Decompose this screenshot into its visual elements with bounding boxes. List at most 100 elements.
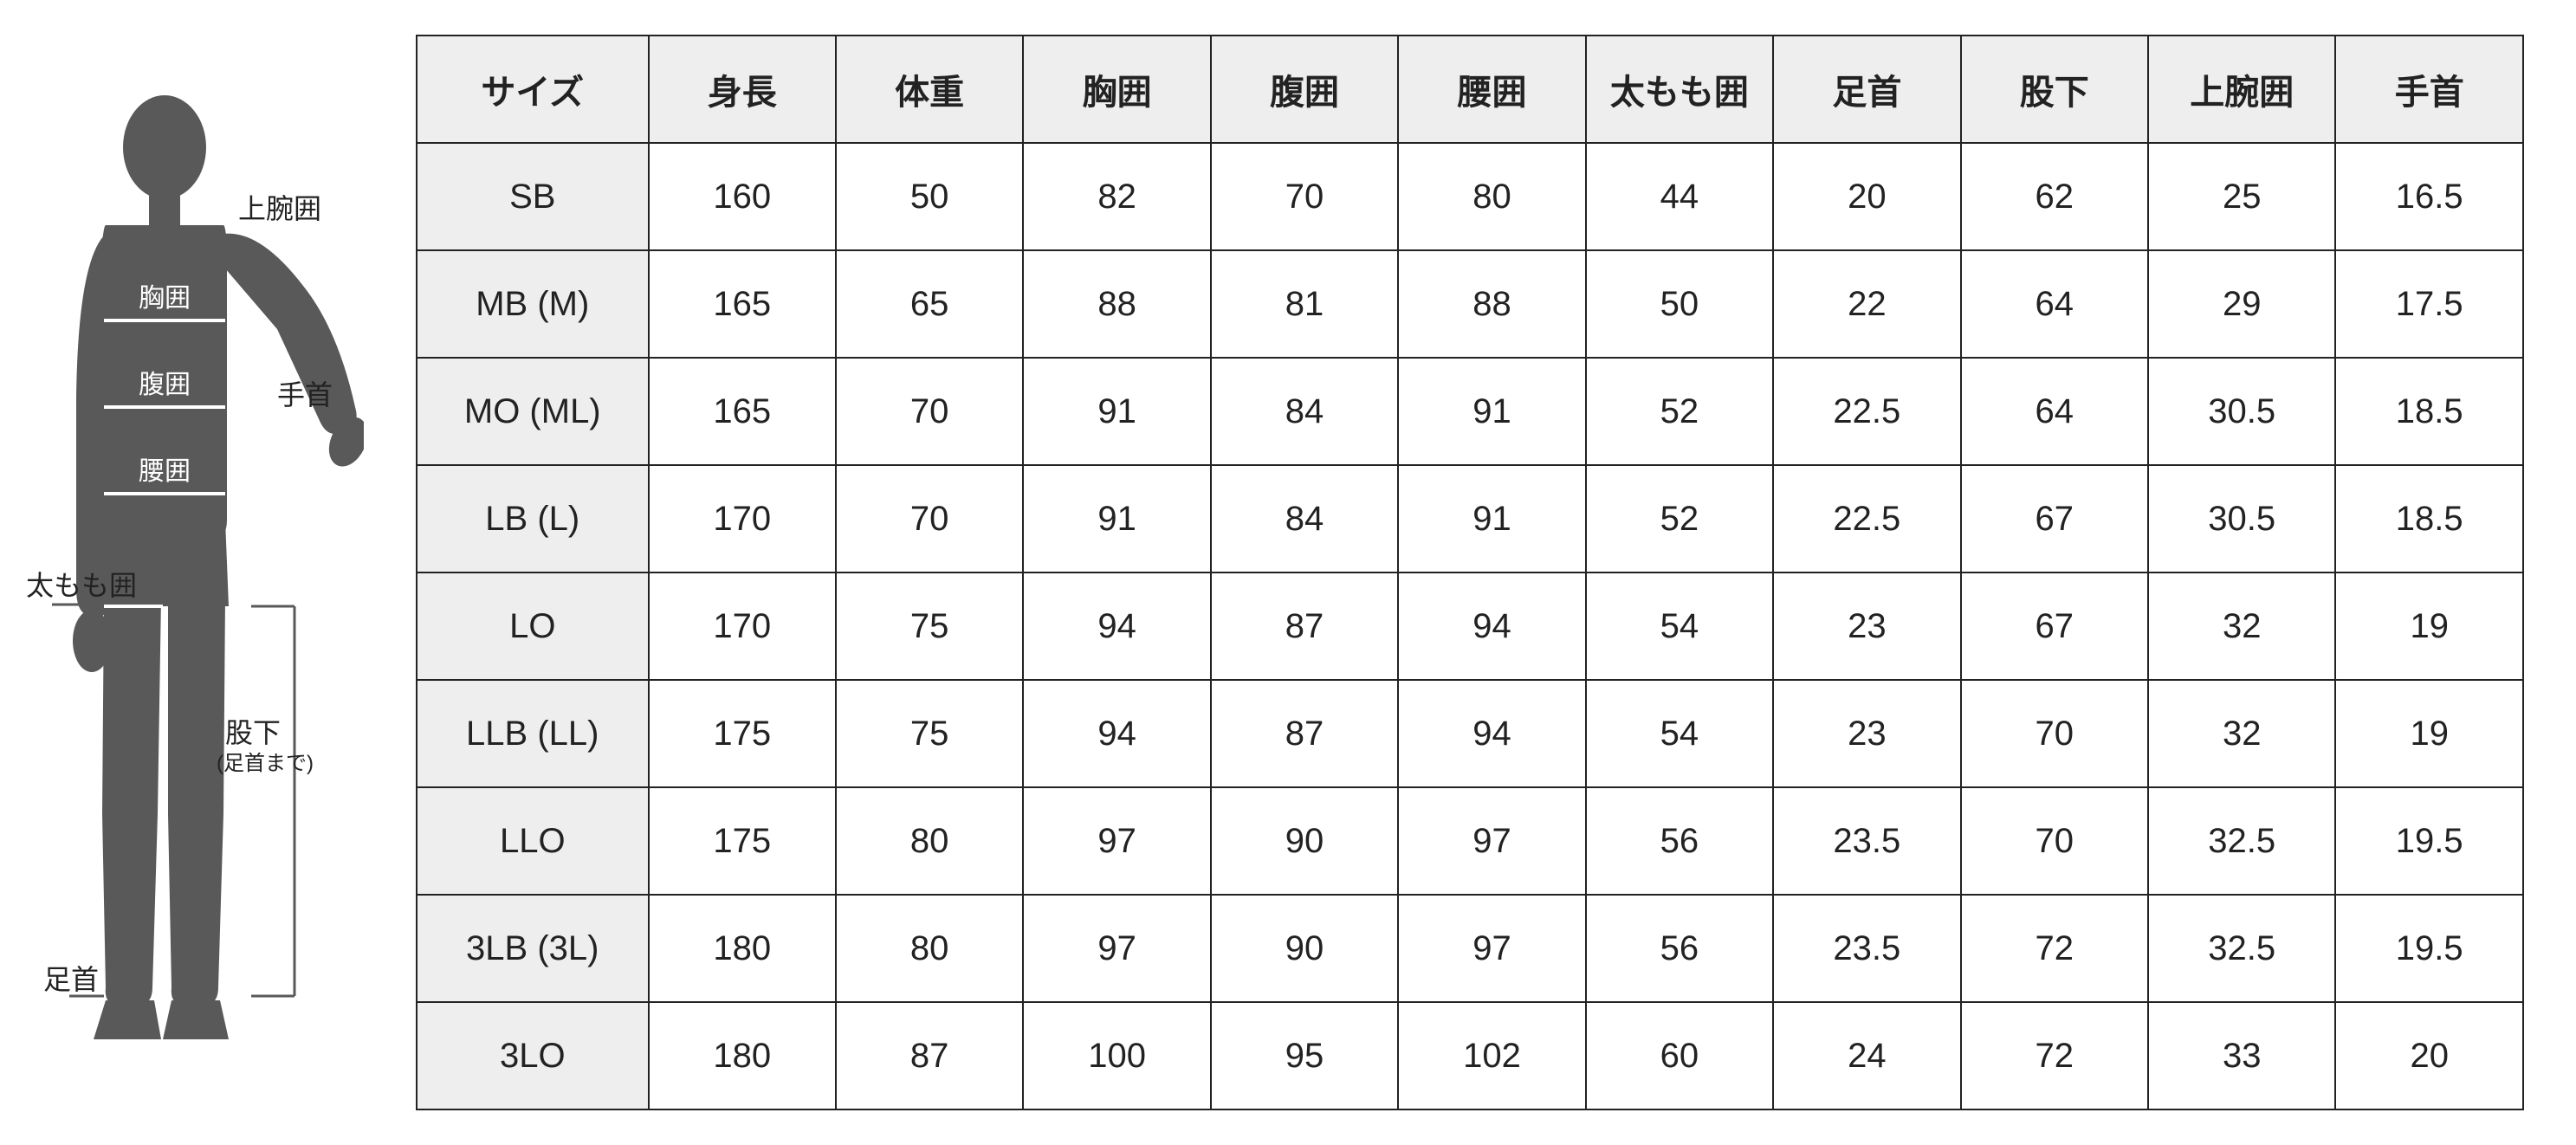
figure-label-thigh: 太もも囲 xyxy=(26,572,137,599)
table-row: 3LB (3L)180809790975623.57232.519.5 xyxy=(417,895,2523,1002)
cell-value: 60 xyxy=(1586,1002,1773,1109)
col-chest: 胸囲 xyxy=(1023,36,1210,143)
size-table-container: サイズ 身長 体重 胸囲 腹囲 腰囲 太もも囲 足首 股下 上腕囲 手首 SB1… xyxy=(416,35,2524,1110)
cell-size: MO (ML) xyxy=(417,358,649,465)
cell-value: 19 xyxy=(2335,572,2523,680)
cell-value: 87 xyxy=(1211,572,1398,680)
cell-value: 18.5 xyxy=(2335,358,2523,465)
table-row: LLO175809790975623.57032.519.5 xyxy=(417,787,2523,895)
col-height: 身長 xyxy=(649,36,836,143)
cell-value: 32 xyxy=(2148,572,2335,680)
cell-value: 84 xyxy=(1211,465,1398,572)
col-inseam: 股下 xyxy=(1961,36,2148,143)
cell-value: 64 xyxy=(1961,358,2148,465)
cell-value: 175 xyxy=(649,680,836,787)
cell-value: 165 xyxy=(649,358,836,465)
cell-value: 22 xyxy=(1773,250,1960,358)
cell-size: 3LO xyxy=(417,1002,649,1109)
cell-value: 33 xyxy=(2148,1002,2335,1109)
cell-value: 23 xyxy=(1773,680,1960,787)
cell-value: 75 xyxy=(836,572,1023,680)
col-abdomen: 腹囲 xyxy=(1211,36,1398,143)
cell-size: SB xyxy=(417,143,649,250)
cell-value: 70 xyxy=(836,465,1023,572)
size-table: サイズ 身長 体重 胸囲 腹囲 腰囲 太もも囲 足首 股下 上腕囲 手首 SB1… xyxy=(416,35,2524,1110)
cell-value: 87 xyxy=(836,1002,1023,1109)
col-upperarm: 上腕囲 xyxy=(2148,36,2335,143)
table-row: LO170759487945423673219 xyxy=(417,572,2523,680)
cell-value: 180 xyxy=(649,1002,836,1109)
cell-value: 94 xyxy=(1398,680,1585,787)
table-row: LLB (LL)175759487945423703219 xyxy=(417,680,2523,787)
cell-value: 20 xyxy=(1773,143,1960,250)
cell-value: 16.5 xyxy=(2335,143,2523,250)
cell-value: 50 xyxy=(836,143,1023,250)
cell-size: MB (M) xyxy=(417,250,649,358)
table-row: LB (L)170709184915222.56730.518.5 xyxy=(417,465,2523,572)
col-wrist: 手首 xyxy=(2335,36,2523,143)
cell-value: 91 xyxy=(1398,465,1585,572)
cell-value: 95 xyxy=(1211,1002,1398,1109)
cell-value: 65 xyxy=(836,250,1023,358)
figure-label-chest: 胸囲 xyxy=(139,286,191,312)
cell-value: 84 xyxy=(1211,358,1398,465)
cell-value: 97 xyxy=(1023,895,1210,1002)
cell-value: 72 xyxy=(1961,1002,2148,1109)
cell-value: 67 xyxy=(1961,465,2148,572)
cell-value: 23.5 xyxy=(1773,895,1960,1002)
cell-value: 80 xyxy=(1398,143,1585,250)
cell-value: 94 xyxy=(1023,572,1210,680)
cell-size: LO xyxy=(417,572,649,680)
cell-value: 81 xyxy=(1211,250,1398,358)
cell-value: 24 xyxy=(1773,1002,1960,1109)
cell-value: 56 xyxy=(1586,787,1773,895)
cell-value: 19.5 xyxy=(2335,895,2523,1002)
cell-value: 52 xyxy=(1586,358,1773,465)
cell-value: 90 xyxy=(1211,895,1398,1002)
cell-value: 18.5 xyxy=(2335,465,2523,572)
cell-value: 17.5 xyxy=(2335,250,2523,358)
figure-label-hip: 腰囲 xyxy=(139,459,191,485)
cell-value: 80 xyxy=(836,895,1023,1002)
cell-value: 56 xyxy=(1586,895,1773,1002)
cell-value: 22.5 xyxy=(1773,465,1960,572)
cell-value: 75 xyxy=(836,680,1023,787)
cell-size: LLB (LL) xyxy=(417,680,649,787)
col-weight: 体重 xyxy=(836,36,1023,143)
figure-label-wrist: 手首 xyxy=(277,381,333,409)
cell-value: 97 xyxy=(1398,787,1585,895)
cell-value: 30.5 xyxy=(2148,358,2335,465)
cell-value: 90 xyxy=(1211,787,1398,895)
cell-value: 54 xyxy=(1586,680,1773,787)
cell-value: 25 xyxy=(2148,143,2335,250)
figure-label-inseam-note: (足首まで) xyxy=(217,754,314,774)
cell-value: 100 xyxy=(1023,1002,1210,1109)
cell-value: 82 xyxy=(1023,143,1210,250)
cell-value: 170 xyxy=(649,572,836,680)
cell-size: 3LB (3L) xyxy=(417,895,649,1002)
cell-value: 32.5 xyxy=(2148,895,2335,1002)
cell-value: 20 xyxy=(2335,1002,2523,1109)
cell-value: 165 xyxy=(649,250,836,358)
cell-value: 91 xyxy=(1023,358,1210,465)
cell-value: 97 xyxy=(1023,787,1210,895)
cell-value: 102 xyxy=(1398,1002,1585,1109)
cell-size: LLO xyxy=(417,787,649,895)
cell-value: 52 xyxy=(1586,465,1773,572)
cell-value: 97 xyxy=(1398,895,1585,1002)
col-thigh: 太もも囲 xyxy=(1586,36,1773,143)
cell-value: 170 xyxy=(649,465,836,572)
cell-value: 70 xyxy=(1961,787,2148,895)
cell-value: 175 xyxy=(649,787,836,895)
cell-value: 67 xyxy=(1961,572,2148,680)
table-row: MO (ML)165709184915222.56430.518.5 xyxy=(417,358,2523,465)
cell-value: 180 xyxy=(649,895,836,1002)
cell-value: 70 xyxy=(1211,143,1398,250)
cell-value: 70 xyxy=(1961,680,2148,787)
cell-value: 29 xyxy=(2148,250,2335,358)
col-hip: 腰囲 xyxy=(1398,36,1585,143)
cell-value: 23 xyxy=(1773,572,1960,680)
table-row: MB (M)165658881885022642917.5 xyxy=(417,250,2523,358)
cell-value: 88 xyxy=(1023,250,1210,358)
cell-value: 70 xyxy=(836,358,1023,465)
